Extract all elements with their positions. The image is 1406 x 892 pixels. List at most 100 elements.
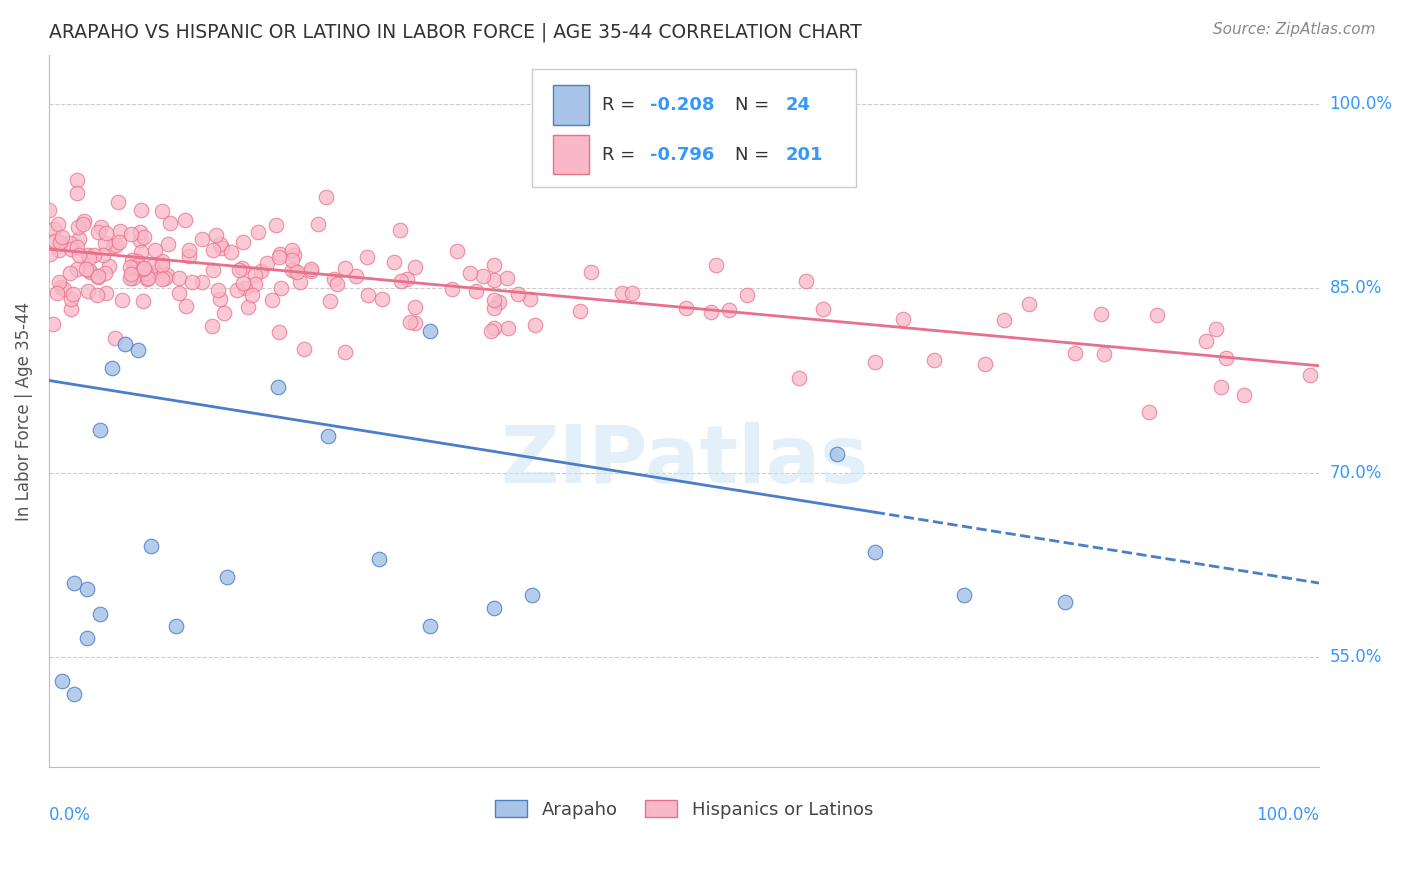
Point <box>46 286 69 301</box>
Point <box>256 256 278 270</box>
Point <box>63 576 86 591</box>
Text: N =: N = <box>735 96 775 114</box>
Point <box>150 272 173 286</box>
Point <box>111 293 134 307</box>
Point <box>388 223 411 237</box>
Point <box>226 283 249 297</box>
Point <box>156 237 179 252</box>
Point <box>1195 334 1218 348</box>
Point <box>202 262 225 277</box>
Point <box>49 236 72 251</box>
Point <box>150 254 173 268</box>
Point <box>150 204 173 219</box>
Text: ARAPAHO VS HISPANIC OR LATINO IN LABOR FORCE | AGE 35-44 CORRELATION CHART: ARAPAHO VS HISPANIC OR LATINO IN LABOR F… <box>49 22 862 42</box>
Point <box>482 258 505 272</box>
Point <box>89 423 111 437</box>
Point <box>266 379 288 393</box>
Point <box>357 288 380 302</box>
Point <box>191 275 214 289</box>
Point <box>114 336 136 351</box>
Point <box>1054 594 1077 608</box>
Point <box>122 264 145 278</box>
Point <box>129 202 152 217</box>
Point <box>169 270 191 285</box>
Point <box>482 600 505 615</box>
Point <box>228 262 250 277</box>
Point <box>86 288 108 302</box>
Point <box>97 259 120 273</box>
Point <box>1018 297 1040 311</box>
Point <box>735 288 758 302</box>
Point <box>281 243 304 257</box>
Point <box>132 260 155 275</box>
Point <box>180 275 202 289</box>
Point <box>520 588 543 602</box>
Point <box>344 268 367 283</box>
Point <box>44 221 66 235</box>
Point <box>105 237 128 252</box>
Point <box>139 268 162 282</box>
Point <box>382 255 405 269</box>
Point <box>482 273 505 287</box>
Point <box>90 219 112 234</box>
Point <box>76 247 98 261</box>
Point <box>177 249 200 263</box>
Text: ZIPatlas: ZIPatlas <box>501 422 869 500</box>
Point <box>704 258 727 272</box>
Point <box>974 357 997 371</box>
Point <box>620 286 643 301</box>
Point <box>404 316 426 330</box>
Point <box>717 302 740 317</box>
Point <box>44 234 66 248</box>
Point <box>108 224 131 238</box>
Point <box>482 321 505 335</box>
Point <box>48 275 70 289</box>
Point <box>104 331 127 345</box>
Point <box>204 228 226 243</box>
Point <box>108 235 131 250</box>
Y-axis label: In Labor Force | Age 35-44: In Labor Force | Age 35-44 <box>15 301 32 521</box>
Point <box>62 287 84 301</box>
Point <box>368 551 391 566</box>
Point <box>174 299 197 313</box>
Point <box>523 318 546 332</box>
Point <box>245 277 267 291</box>
Point <box>132 230 155 244</box>
Point <box>319 293 342 308</box>
Text: 100.0%: 100.0% <box>1257 806 1319 824</box>
Point <box>231 260 253 275</box>
Point <box>1205 321 1227 335</box>
Point <box>922 353 945 368</box>
Point <box>266 218 288 232</box>
Point <box>299 264 322 278</box>
Point <box>395 271 418 285</box>
Point <box>290 275 312 289</box>
Point <box>863 355 886 369</box>
Legend: Arapaho, Hispanics or Latinos: Arapaho, Hispanics or Latinos <box>488 793 880 826</box>
Point <box>371 292 394 306</box>
Point <box>120 267 142 281</box>
Point <box>404 300 426 314</box>
Point <box>307 217 329 231</box>
Point <box>794 274 817 288</box>
Point <box>232 235 254 249</box>
Point <box>129 244 152 259</box>
Point <box>96 226 118 240</box>
Point <box>249 264 271 278</box>
Point <box>60 301 83 316</box>
Point <box>262 293 284 307</box>
Point <box>120 260 142 275</box>
Point <box>93 248 115 262</box>
Point <box>201 243 224 257</box>
Point <box>87 270 110 285</box>
Point <box>177 243 200 257</box>
Point <box>67 248 90 262</box>
Point <box>207 283 229 297</box>
Point <box>269 250 291 264</box>
Point <box>49 279 72 293</box>
Point <box>79 265 101 279</box>
Point <box>247 225 270 239</box>
Point <box>333 260 356 275</box>
Point <box>167 286 190 301</box>
Point <box>212 306 235 320</box>
